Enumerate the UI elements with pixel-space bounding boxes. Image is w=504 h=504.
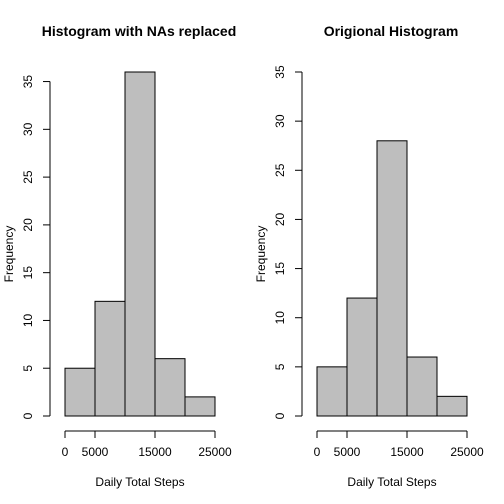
y-tick-label: 35: [273, 65, 287, 79]
y-tick-label: 0: [273, 412, 287, 419]
x-tick-label: 15000: [390, 445, 424, 459]
y-tick-label: 0: [21, 412, 35, 419]
x-tick-label: 5000: [82, 445, 109, 459]
y-tick-label: 20: [21, 218, 35, 232]
y-axis-label: Frequency: [254, 226, 268, 283]
histogram-bar: [377, 141, 407, 416]
x-axis-label: Daily Total Steps: [95, 475, 184, 489]
histogram-bar: [347, 298, 377, 416]
x-tick-label: 0: [62, 445, 69, 459]
x-tick-label: 15000: [138, 445, 172, 459]
y-tick-label: 15: [273, 262, 287, 276]
x-axis-label: Daily Total Steps: [347, 475, 436, 489]
y-axis: 0 5 10 15 20 25 30 35: [273, 65, 302, 419]
x-tick-label: 25000: [198, 445, 232, 459]
histogram-bar: [95, 301, 125, 416]
bar-group: [317, 141, 467, 416]
y-tick-label: 25: [273, 163, 287, 177]
chart-panel-with-nas-replaced: Histogram with NAs replaced Daily Total …: [2, 23, 236, 489]
x-axis: 0 5000 15000 25000: [314, 431, 484, 459]
chart-title: Histogram with NAs replaced: [42, 23, 237, 39]
y-tick-label: 20: [273, 212, 287, 226]
histogram-bar: [407, 357, 437, 416]
x-tick-label: 0: [314, 445, 321, 459]
y-tick-label: 10: [273, 311, 287, 325]
y-tick-label: 5: [273, 363, 287, 370]
y-tick-label: 35: [21, 75, 35, 89]
y-tick-label: 5: [21, 365, 35, 372]
histogram-bar: [65, 368, 95, 416]
chart-title: Origional Histogram: [324, 23, 459, 39]
y-tick-label: 15: [21, 266, 35, 280]
y-tick-label: 30: [273, 114, 287, 128]
x-tick-label: 5000: [334, 445, 361, 459]
chart-panel-original: Origional Histogram Daily Total Steps Fr…: [254, 23, 484, 489]
y-tick-label: 25: [21, 170, 35, 184]
y-tick-label: 30: [21, 122, 35, 136]
histogram-bar: [125, 72, 155, 416]
y-axis-label: Frequency: [2, 226, 16, 283]
histogram-bar: [437, 396, 467, 416]
histogram-bar: [317, 367, 347, 416]
histogram-bar: [185, 397, 215, 416]
bar-group: [65, 72, 215, 416]
x-axis: 0 5000 15000 25000: [62, 431, 232, 459]
y-axis: 0 5 10 15 20 25 30 35: [21, 75, 50, 420]
x-tick-label: 25000: [450, 445, 484, 459]
y-tick-label: 10: [21, 313, 35, 327]
histogram-bar: [155, 359, 185, 416]
